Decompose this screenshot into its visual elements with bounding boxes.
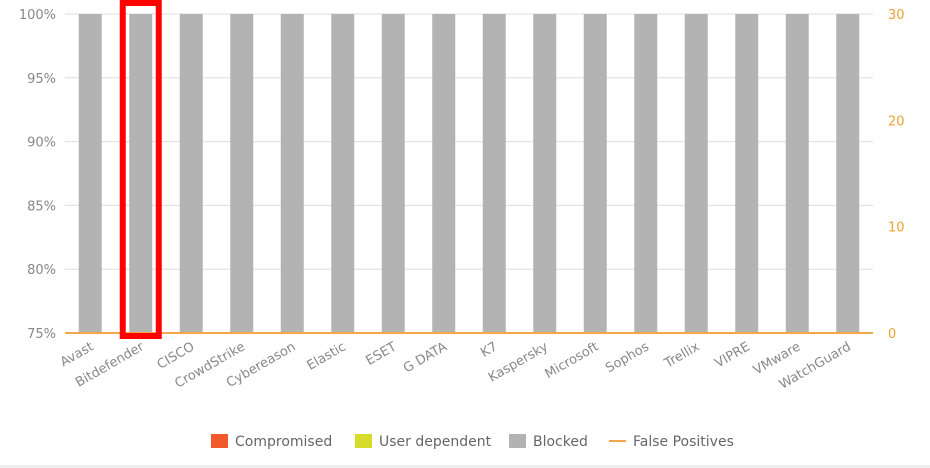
y-left-tick-label: 100%: [19, 8, 56, 23]
bars-group: [78, 14, 860, 333]
highlight-group: [119, 0, 162, 339]
bar-blocked-bitdefender: [129, 14, 153, 333]
y-axis-right: 0 10 20 30: [888, 8, 905, 342]
legend-label-false-positives: False Positives: [633, 434, 734, 450]
y-right-tick-label: 0: [888, 327, 896, 342]
bar-blocked-watchguard: [836, 14, 860, 333]
legend-swatch-compromised: [211, 434, 228, 448]
bar-blocked-sophos: [634, 14, 658, 333]
legend-label-compromised: Compromised: [235, 434, 332, 450]
bar-blocked-microsoft: [583, 14, 607, 333]
x-tick-label-trellix: Trellix: [661, 339, 702, 371]
legend-label-blocked: Blocked: [533, 434, 588, 450]
y-axis-left: 75% 80% 85% 90% 95% 100%: [19, 8, 56, 342]
bar-blocked-cisco: [179, 14, 203, 333]
x-tick-label-microsoft: Microsoft: [543, 339, 602, 382]
x-tick-label-avast: Avast: [58, 339, 96, 370]
x-tick-label-k7: K7: [478, 339, 500, 360]
bar-blocked-kaspersky: [533, 14, 557, 333]
legend: Compromised User dependent Blocked False Po…: [211, 434, 734, 450]
highlight-box-bitdefender: [119, 0, 162, 339]
x-tick-label-sophos: Sophos: [603, 339, 652, 376]
bar-blocked-vipre: [735, 14, 759, 333]
bar-blocked-g-data: [432, 14, 456, 333]
bar-blocked-elastic: [331, 14, 355, 333]
bar-blocked-k7: [482, 14, 506, 333]
y-right-tick-label: 30: [888, 8, 905, 23]
bar-blocked-trellix: [684, 14, 708, 333]
legend-label-user-dependent: User dependent: [379, 434, 492, 450]
bar-blocked-avast: [78, 14, 102, 333]
bar-blocked-crowdstrike: [230, 14, 254, 333]
y-left-tick-label: 95%: [27, 72, 56, 87]
legend-swatch-blocked: [509, 434, 526, 448]
legend-swatch-user-dependent: [355, 434, 372, 448]
x-tick-label-g-data: G DATA: [401, 339, 450, 376]
bar-blocked-vmware: [785, 14, 809, 333]
x-tick-label-eset: ESET: [363, 339, 399, 368]
y-right-tick-label: 10: [888, 221, 905, 236]
bottom-divider: [0, 465, 930, 468]
x-tick-label-elastic: Elastic: [305, 339, 349, 373]
bar-blocked-cybereason: [280, 14, 304, 333]
y-left-tick-label: 90%: [27, 136, 56, 151]
bar-blocked-eset: [381, 14, 405, 333]
y-left-tick-label: 80%: [27, 263, 56, 278]
y-right-tick-label: 20: [888, 114, 905, 129]
y-left-tick-label: 75%: [27, 327, 56, 342]
y-left-tick-label: 85%: [27, 199, 56, 214]
x-tick-label-vipre: VIPRE: [712, 339, 752, 371]
